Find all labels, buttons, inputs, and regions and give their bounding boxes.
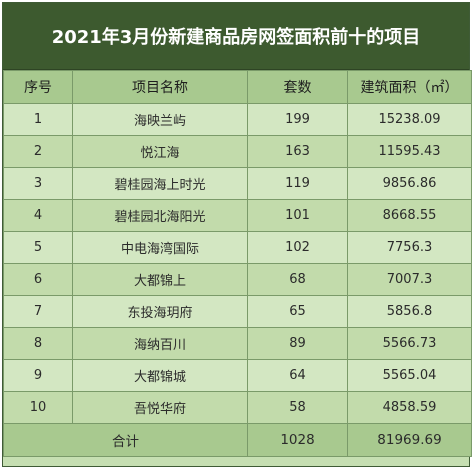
cell-name: 吾悦华府 [72,391,248,424]
table-row: 1 海映兰屿 199 15238.09 [3,103,472,136]
cell-units: 102 [247,231,348,264]
table-row: 8 海纳百川 89 5566.73 [3,327,472,360]
table-row: 9 大都锦城 64 5565.04 [3,359,472,392]
header-name: 项目名称 [72,70,248,104]
cell-no: 1 [3,103,73,136]
cell-area: 11595.43 [347,135,472,168]
cell-area: 7756.3 [347,231,472,264]
cell-name: 东投海玥府 [72,295,248,328]
cell-area: 5565.04 [347,359,472,392]
cell-units: 89 [247,327,348,360]
ranking-table: 序号 项目名称 套数 建筑面积（㎡） 1 海映兰屿 199 15238.09 2… [3,70,472,457]
total-area: 81969.69 [347,423,472,457]
cell-no: 8 [3,327,73,360]
total-units: 1028 [247,423,348,457]
table-row: 5 中电海湾国际 102 7756.3 [3,231,472,264]
table-row: 3 碧桂园海上时光 119 9856.86 [3,167,472,200]
cell-units: 101 [247,199,348,232]
cell-area: 9856.86 [347,167,472,200]
header-area: 建筑面积（㎡） [347,70,472,104]
table-row: 7 东投海玥府 65 5856.8 [3,295,472,328]
header-row: 序号 项目名称 套数 建筑面积（㎡） [3,70,472,104]
cell-area: 8668.55 [347,199,472,232]
table-frame: 2021年3月份新建商品房网签面积前十的项目 序号 项目名称 套数 建筑面积（㎡… [2,2,472,467]
cell-no: 2 [3,135,73,168]
cell-name: 大都锦城 [72,359,248,392]
cell-no: 5 [3,231,73,264]
cell-area: 5566.73 [347,327,472,360]
cell-name: 悦江海 [72,135,248,168]
cell-units: 119 [247,167,348,200]
total-label: 合计 [3,423,248,457]
table-row: 4 碧桂园北海阳光 101 8668.55 [3,199,472,232]
cell-units: 163 [247,135,348,168]
cell-no: 6 [3,263,73,296]
cell-name: 海映兰屿 [72,103,248,136]
cell-no: 4 [3,199,73,232]
cell-no: 10 [3,391,73,424]
cell-area: 5856.8 [347,295,472,328]
total-row: 合计 1028 81969.69 [3,423,472,457]
cell-area: 7007.3 [347,263,472,296]
table-row: 6 大都锦上 68 7007.3 [3,263,472,296]
table-row: 2 悦江海 163 11595.43 [3,135,472,168]
cell-no: 3 [3,167,73,200]
cell-name: 碧桂园海上时光 [72,167,248,200]
cell-units: 58 [247,391,348,424]
cell-units: 65 [247,295,348,328]
header-no: 序号 [3,70,73,104]
cell-name: 大都锦上 [72,263,248,296]
cell-name: 中电海湾国际 [72,231,248,264]
table-title: 2021年3月份新建商品房网签面积前十的项目 [3,3,469,70]
cell-name: 碧桂园北海阳光 [72,199,248,232]
header-units: 套数 [247,70,348,104]
cell-no: 9 [3,359,73,392]
cell-units: 68 [247,263,348,296]
table-row: 10 吾悦华府 58 4858.59 [3,391,472,424]
cell-units: 199 [247,103,348,136]
cell-area: 4858.59 [347,391,472,424]
cell-units: 64 [247,359,348,392]
cell-no: 7 [3,295,73,328]
cell-area: 15238.09 [347,103,472,136]
cell-name: 海纳百川 [72,327,248,360]
